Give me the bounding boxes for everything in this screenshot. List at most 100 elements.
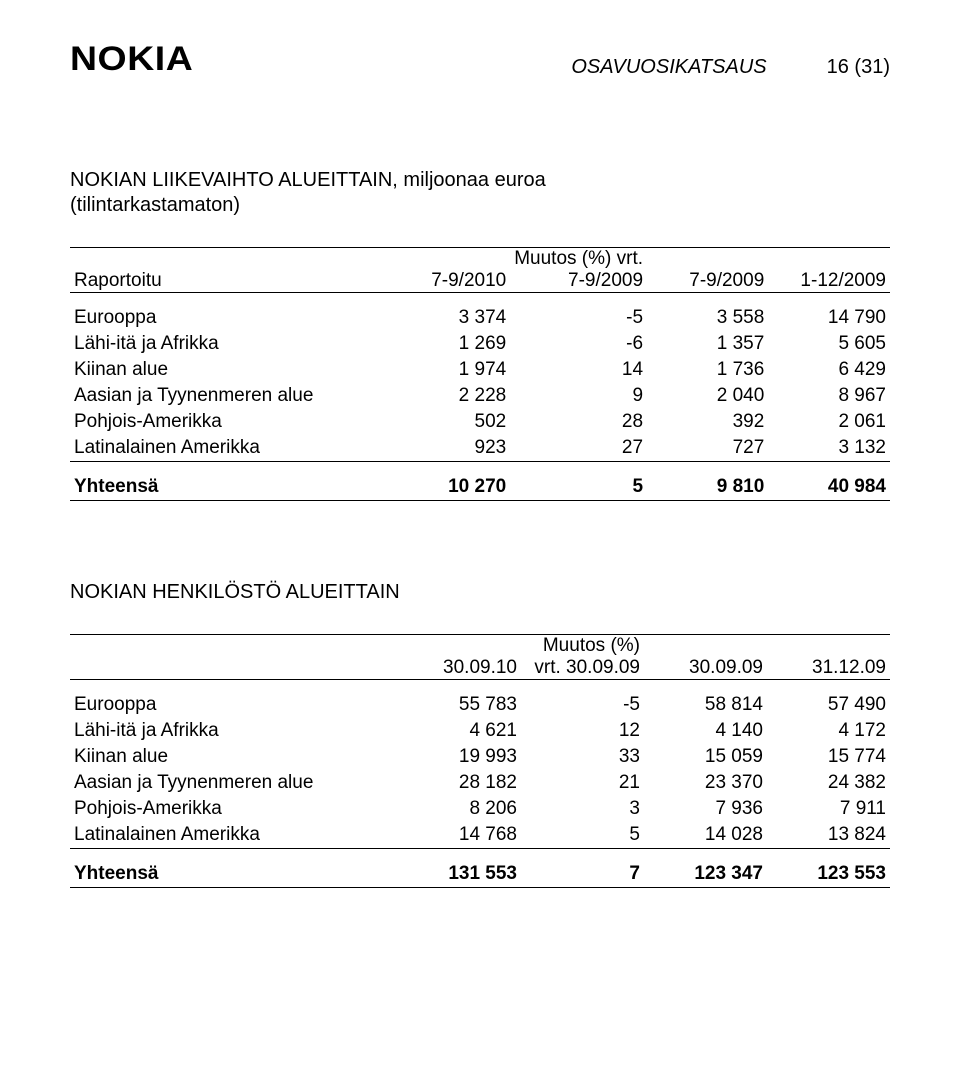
col2-header: vrt. 30.09.09 (521, 657, 644, 680)
col4-header: 1-12/2009 (768, 270, 890, 293)
table-row: Aasian ja Tyynenmeren alue 28 182 21 23 … (70, 770, 890, 796)
table2-total-row: Yhteensä 131 553 7 123 347 123 553 (70, 849, 890, 888)
table-row: Lähi-itä ja Afrikka 1 269 -6 1 357 5 605 (70, 331, 890, 357)
cell: 3 374 (389, 293, 510, 332)
cell: 6 429 (768, 357, 890, 383)
nokia-logo: NOKIA (70, 40, 193, 79)
cell: 27 (510, 435, 647, 462)
cell: 5 (521, 822, 644, 849)
row-label: Lähi-itä ja Afrikka (70, 718, 398, 744)
table2-header-row1: Muutos (%) (70, 635, 890, 658)
table-row: Pohjois-Amerikka 502 28 392 2 061 (70, 409, 890, 435)
cell: 13 824 (767, 822, 890, 849)
cell: 14 (510, 357, 647, 383)
row-label: Eurooppa (70, 293, 389, 332)
cell: 9 (510, 383, 647, 409)
total-label: Yhteensä (70, 462, 389, 501)
total-cell: 10 270 (389, 462, 510, 501)
cell: -5 (510, 293, 647, 332)
total-cell: 7 (521, 849, 644, 888)
page-number: 16 (31) (827, 56, 890, 79)
table-row: Kiinan alue 1 974 14 1 736 6 429 (70, 357, 890, 383)
row-label: Lähi-itä ja Afrikka (70, 331, 389, 357)
total-cell: 5 (510, 462, 647, 501)
cell: 923 (389, 435, 510, 462)
cell: 58 814 (644, 680, 767, 719)
cell: 12 (521, 718, 644, 744)
cell: 7 936 (644, 796, 767, 822)
row-label: Eurooppa (70, 680, 398, 719)
table-row: Lähi-itä ja Afrikka 4 621 12 4 140 4 172 (70, 718, 890, 744)
table1-title: NOKIAN LIIKEVAIHTO ALUEITTAIN, miljoonaa… (70, 169, 890, 192)
table-row: Eurooppa 55 783 -5 58 814 57 490 (70, 680, 890, 719)
row-label: Pohjois-Amerikka (70, 409, 389, 435)
cell: 7 911 (767, 796, 890, 822)
cell: -5 (521, 680, 644, 719)
row-label: Kiinan alue (70, 357, 389, 383)
cell: 1 357 (647, 331, 768, 357)
row-label-header: Raportoitu (70, 270, 389, 293)
cell: 4 621 (398, 718, 521, 744)
col1-header: 7-9/2010 (389, 270, 510, 293)
cell: 14 768 (398, 822, 521, 849)
table-row: Eurooppa 3 374 -5 3 558 14 790 (70, 293, 890, 332)
col2-header: 7-9/2009 (510, 270, 647, 293)
col1-header: 30.09.10 (398, 657, 521, 680)
cell: 4 172 (767, 718, 890, 744)
row-label: Aasian ja Tyynenmeren alue (70, 770, 398, 796)
total-cell: 123 553 (767, 849, 890, 888)
table-row: Latinalainen Amerikka 923 27 727 3 132 (70, 435, 890, 462)
col2-header-top: Muutos (%) (521, 635, 644, 658)
cell: 21 (521, 770, 644, 796)
table2-header-row2: 30.09.10 vrt. 30.09.09 30.09.09 31.12.09 (70, 657, 890, 680)
col3-header: 7-9/2009 (647, 270, 768, 293)
doc-title: OSAVUOSIKATSAUS (571, 56, 766, 79)
table-row: Latinalainen Amerikka 14 768 5 14 028 13… (70, 822, 890, 849)
col2-header-top: Muutos (%) vrt. (510, 248, 647, 271)
page-header: NOKIA OSAVUOSIKATSAUS 16 (31) (70, 40, 890, 79)
row-label: Latinalainen Amerikka (70, 822, 398, 849)
table1-header-row1: Muutos (%) vrt. (70, 248, 890, 271)
table1: Muutos (%) vrt. Raportoitu 7-9/2010 7-9/… (70, 247, 890, 501)
cell: 15 059 (644, 744, 767, 770)
col4-header: 31.12.09 (767, 657, 890, 680)
total-label: Yhteensä (70, 849, 398, 888)
cell: 8 206 (398, 796, 521, 822)
cell: 2 228 (389, 383, 510, 409)
cell: 5 605 (768, 331, 890, 357)
total-cell: 9 810 (647, 462, 768, 501)
total-cell: 131 553 (398, 849, 521, 888)
row-label: Kiinan alue (70, 744, 398, 770)
cell: 15 774 (767, 744, 890, 770)
total-cell: 123 347 (644, 849, 767, 888)
cell: 33 (521, 744, 644, 770)
cell: 1 736 (647, 357, 768, 383)
cell: 3 558 (647, 293, 768, 332)
cell: 1 974 (389, 357, 510, 383)
cell: -6 (510, 331, 647, 357)
cell: 57 490 (767, 680, 890, 719)
cell: 4 140 (644, 718, 767, 744)
cell: 19 993 (398, 744, 521, 770)
table2: Muutos (%) 30.09.10 vrt. 30.09.09 30.09.… (70, 634, 890, 888)
table1-header-row2: Raportoitu 7-9/2010 7-9/2009 7-9/2009 1-… (70, 270, 890, 293)
table1-total-row: Yhteensä 10 270 5 9 810 40 984 (70, 462, 890, 501)
cell: 2 061 (768, 409, 890, 435)
doc-header-right: OSAVUOSIKATSAUS 16 (31) (571, 56, 890, 79)
table2-title: NOKIAN HENKILÖSTÖ ALUEITTAIN (70, 581, 890, 604)
cell: 28 182 (398, 770, 521, 796)
cell: 14 790 (768, 293, 890, 332)
row-label: Latinalainen Amerikka (70, 435, 389, 462)
cell: 3 132 (768, 435, 890, 462)
table-row: Aasian ja Tyynenmeren alue 2 228 9 2 040… (70, 383, 890, 409)
cell: 3 (521, 796, 644, 822)
cell: 2 040 (647, 383, 768, 409)
cell: 28 (510, 409, 647, 435)
cell: 24 382 (767, 770, 890, 796)
total-cell: 40 984 (768, 462, 890, 501)
cell: 502 (389, 409, 510, 435)
cell: 23 370 (644, 770, 767, 796)
cell: 55 783 (398, 680, 521, 719)
cell: 392 (647, 409, 768, 435)
cell: 14 028 (644, 822, 767, 849)
